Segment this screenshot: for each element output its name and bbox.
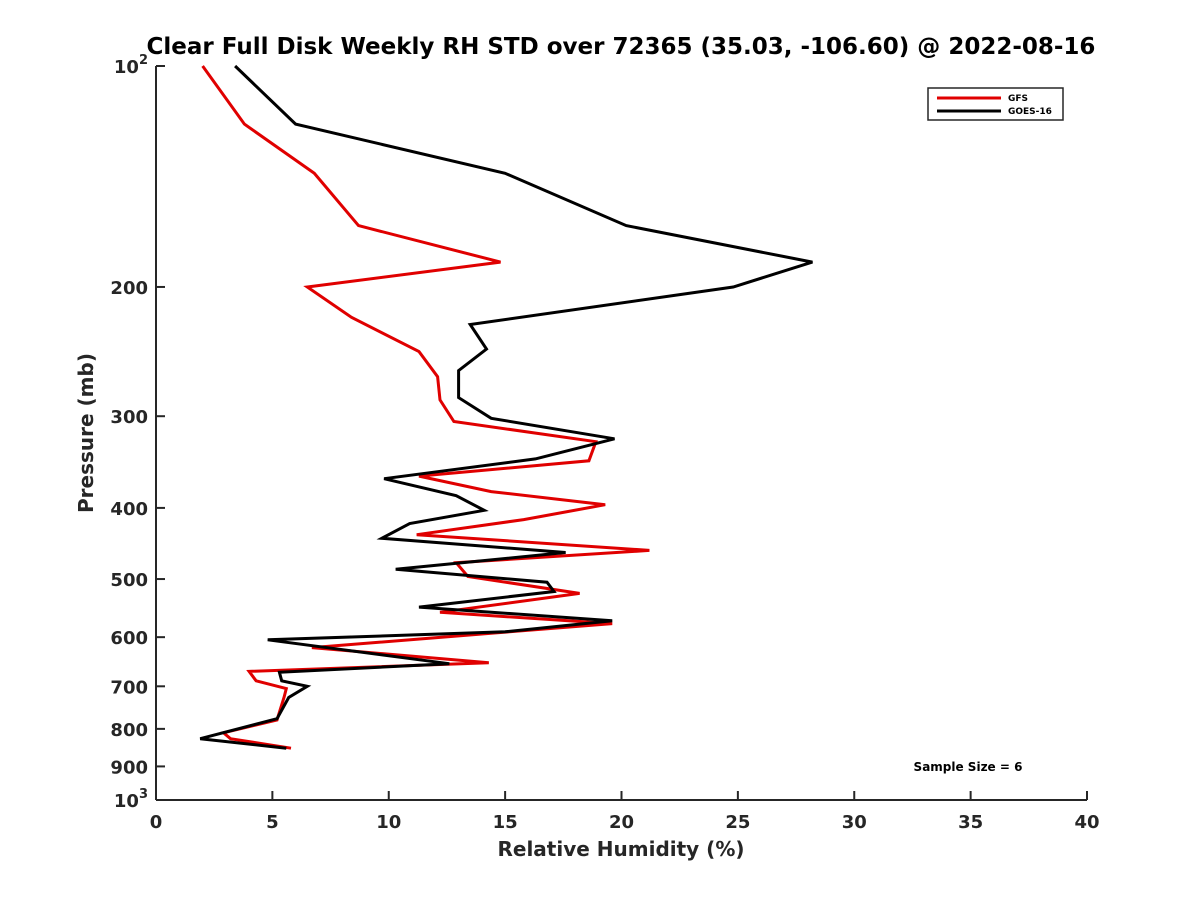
y-tick-exponent: 3 xyxy=(139,787,148,802)
x-axis-label: Relative Humidity (%) xyxy=(497,837,744,861)
x-tick-label: 15 xyxy=(493,812,518,833)
y-tick-label: 300 xyxy=(110,407,148,428)
y-tick-label: 102 xyxy=(114,53,148,78)
legend: GFS GOES-16 xyxy=(927,87,1064,121)
series-lines xyxy=(199,64,813,750)
y-tick-label: 900 xyxy=(110,757,148,778)
x-tick-label: 25 xyxy=(725,812,750,833)
x-axis-ticks: 0 5 10 15 20 25 30 35 40 xyxy=(150,791,1100,833)
y-tick-label: 600 xyxy=(110,628,148,649)
y-tick-label: 103 xyxy=(114,787,148,812)
x-tick-label: 30 xyxy=(842,812,867,833)
series-line-goes-16 xyxy=(199,64,813,750)
y-tick-base: 10 xyxy=(114,791,139,812)
series-line-gfs xyxy=(201,65,650,750)
sample-size-annotation: Sample Size = 6 xyxy=(914,760,1023,774)
x-tick-label: 0 xyxy=(150,812,163,833)
plot-area: 0 5 10 15 20 25 30 35 40 10220030040050060070080… xyxy=(110,53,1099,833)
y-axis-label: Pressure (mb) xyxy=(74,353,98,513)
x-tick-label: 20 xyxy=(609,812,634,833)
legend-label-goes-16: GOES-16 xyxy=(1008,107,1052,117)
y-tick-label: 400 xyxy=(110,499,148,520)
y-tick-label: 800 xyxy=(110,720,148,741)
y-tick-exponent: 2 xyxy=(139,53,148,68)
y-tick-base: 10 xyxy=(114,57,139,78)
chart-title: Clear Full Disk Weekly RH STD over 72365… xyxy=(147,34,1096,60)
legend-box xyxy=(927,87,1064,121)
legend-label-gfs: GFS xyxy=(1008,94,1028,104)
x-tick-label: 35 xyxy=(958,812,983,833)
x-tick-label: 10 xyxy=(376,812,401,833)
y-tick-label: 200 xyxy=(110,278,148,299)
y-tick-label: 500 xyxy=(110,570,148,591)
x-tick-label: 40 xyxy=(1074,812,1099,833)
x-tick-label: 5 xyxy=(266,812,279,833)
y-tick-label: 700 xyxy=(110,677,148,698)
